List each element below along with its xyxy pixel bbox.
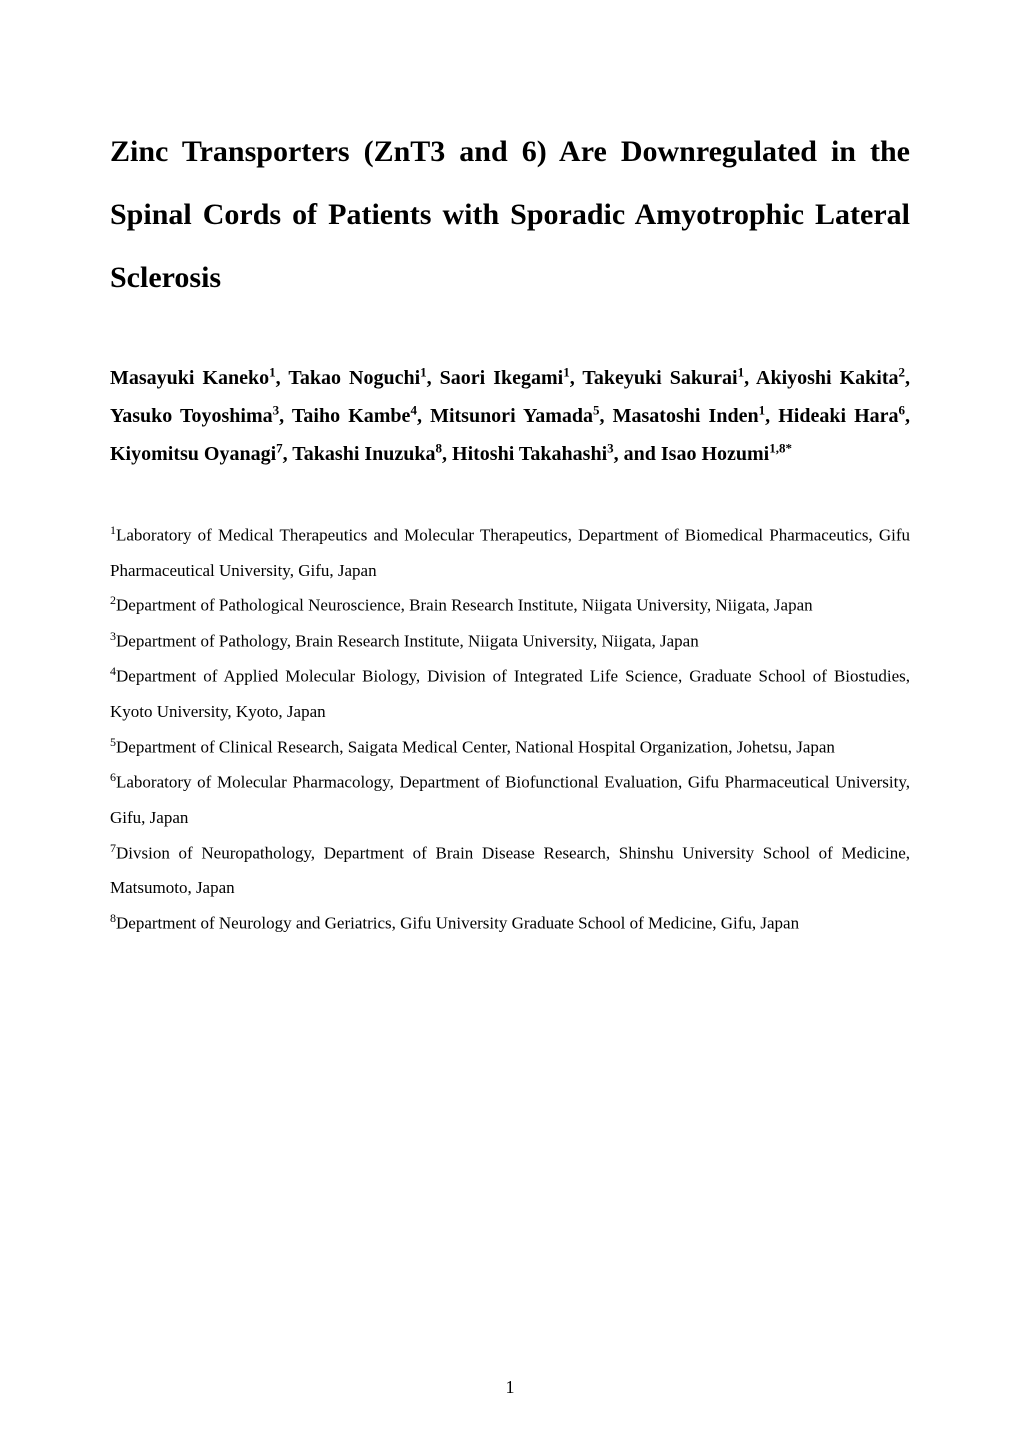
affiliation-text: Department of Pathological Neuroscience,… [116, 596, 813, 615]
author-name: Takeyuki Sakurai [582, 367, 737, 389]
affiliation-item: 7Divsion of Neuropathology, Department o… [110, 836, 910, 906]
author-name: Masayuki Kaneko [110, 367, 269, 389]
author-name: Yasuko Toyoshima [110, 405, 273, 427]
separator: , [279, 405, 292, 427]
affiliation-text: Divsion of Neuropathology, Department of… [110, 843, 910, 897]
author-list: Masayuki Kaneko1, Takao Noguchi1, Saori … [110, 359, 910, 473]
separator: , [427, 367, 440, 389]
affiliation-text: Laboratory of Medical Therapeutics and M… [110, 526, 910, 580]
affiliation-item: 6Laboratory of Molecular Pharmacology, D… [110, 765, 910, 835]
author-name: Masatoshi Inden [613, 405, 759, 427]
separator: , [283, 443, 293, 465]
author-name: Mitsunori Yamada [430, 405, 593, 427]
separator: , [276, 367, 289, 389]
page-number: 1 [0, 1377, 1020, 1398]
affiliation-list: 1Laboratory of Medical Therapeutics and … [110, 518, 910, 941]
affiliation-text: Department of Clinical Research, Saigata… [116, 737, 835, 756]
separator: , [570, 367, 583, 389]
affiliation-item: 8Department of Neurology and Geriatrics,… [110, 906, 910, 942]
affiliation-text: Laboratory of Molecular Pharmacology, De… [110, 773, 910, 827]
separator: , [905, 405, 910, 427]
affiliation-item: 3Department of Pathology, Brain Research… [110, 624, 910, 660]
author-name: Isao Hozumi [661, 443, 769, 465]
affiliation-text: Department of Neurology and Geriatrics, … [116, 914, 799, 933]
affiliation-item: 5Department of Clinical Research, Saigat… [110, 730, 910, 766]
author-aff-sup: 1,8* [769, 440, 792, 455]
affiliation-text: Department of Pathology, Brain Research … [116, 632, 699, 651]
affiliation-text: Department of Applied Molecular Biology,… [110, 667, 910, 721]
author-name: Akiyoshi Kakita [756, 367, 899, 389]
affiliation-item: 1Laboratory of Medical Therapeutics and … [110, 518, 910, 588]
affiliation-item: 2Department of Pathological Neuroscience… [110, 588, 910, 624]
author-name: Hitoshi Takahashi [452, 443, 607, 465]
separator: , [765, 405, 778, 427]
affiliation-item: 4Department of Applied Molecular Biology… [110, 659, 910, 729]
author-name: Hideaki Hara [778, 405, 898, 427]
separator: , [600, 405, 613, 427]
separator: , [417, 405, 430, 427]
author-name: Takashi Inuzuka [292, 443, 435, 465]
separator: , [905, 367, 910, 389]
separator: , [442, 443, 452, 465]
separator: , [614, 443, 624, 465]
author-and: and [624, 443, 661, 465]
author-name: Saori Ikegami [440, 367, 564, 389]
paper-title: Zinc Transporters (ZnT3 and 6) Are Downr… [110, 120, 910, 309]
author-name: Taiho Kambe [292, 405, 411, 427]
author-name: Takao Noguchi [288, 367, 420, 389]
separator: , [744, 367, 756, 389]
author-name: Kiyomitsu Oyanagi [110, 443, 276, 465]
